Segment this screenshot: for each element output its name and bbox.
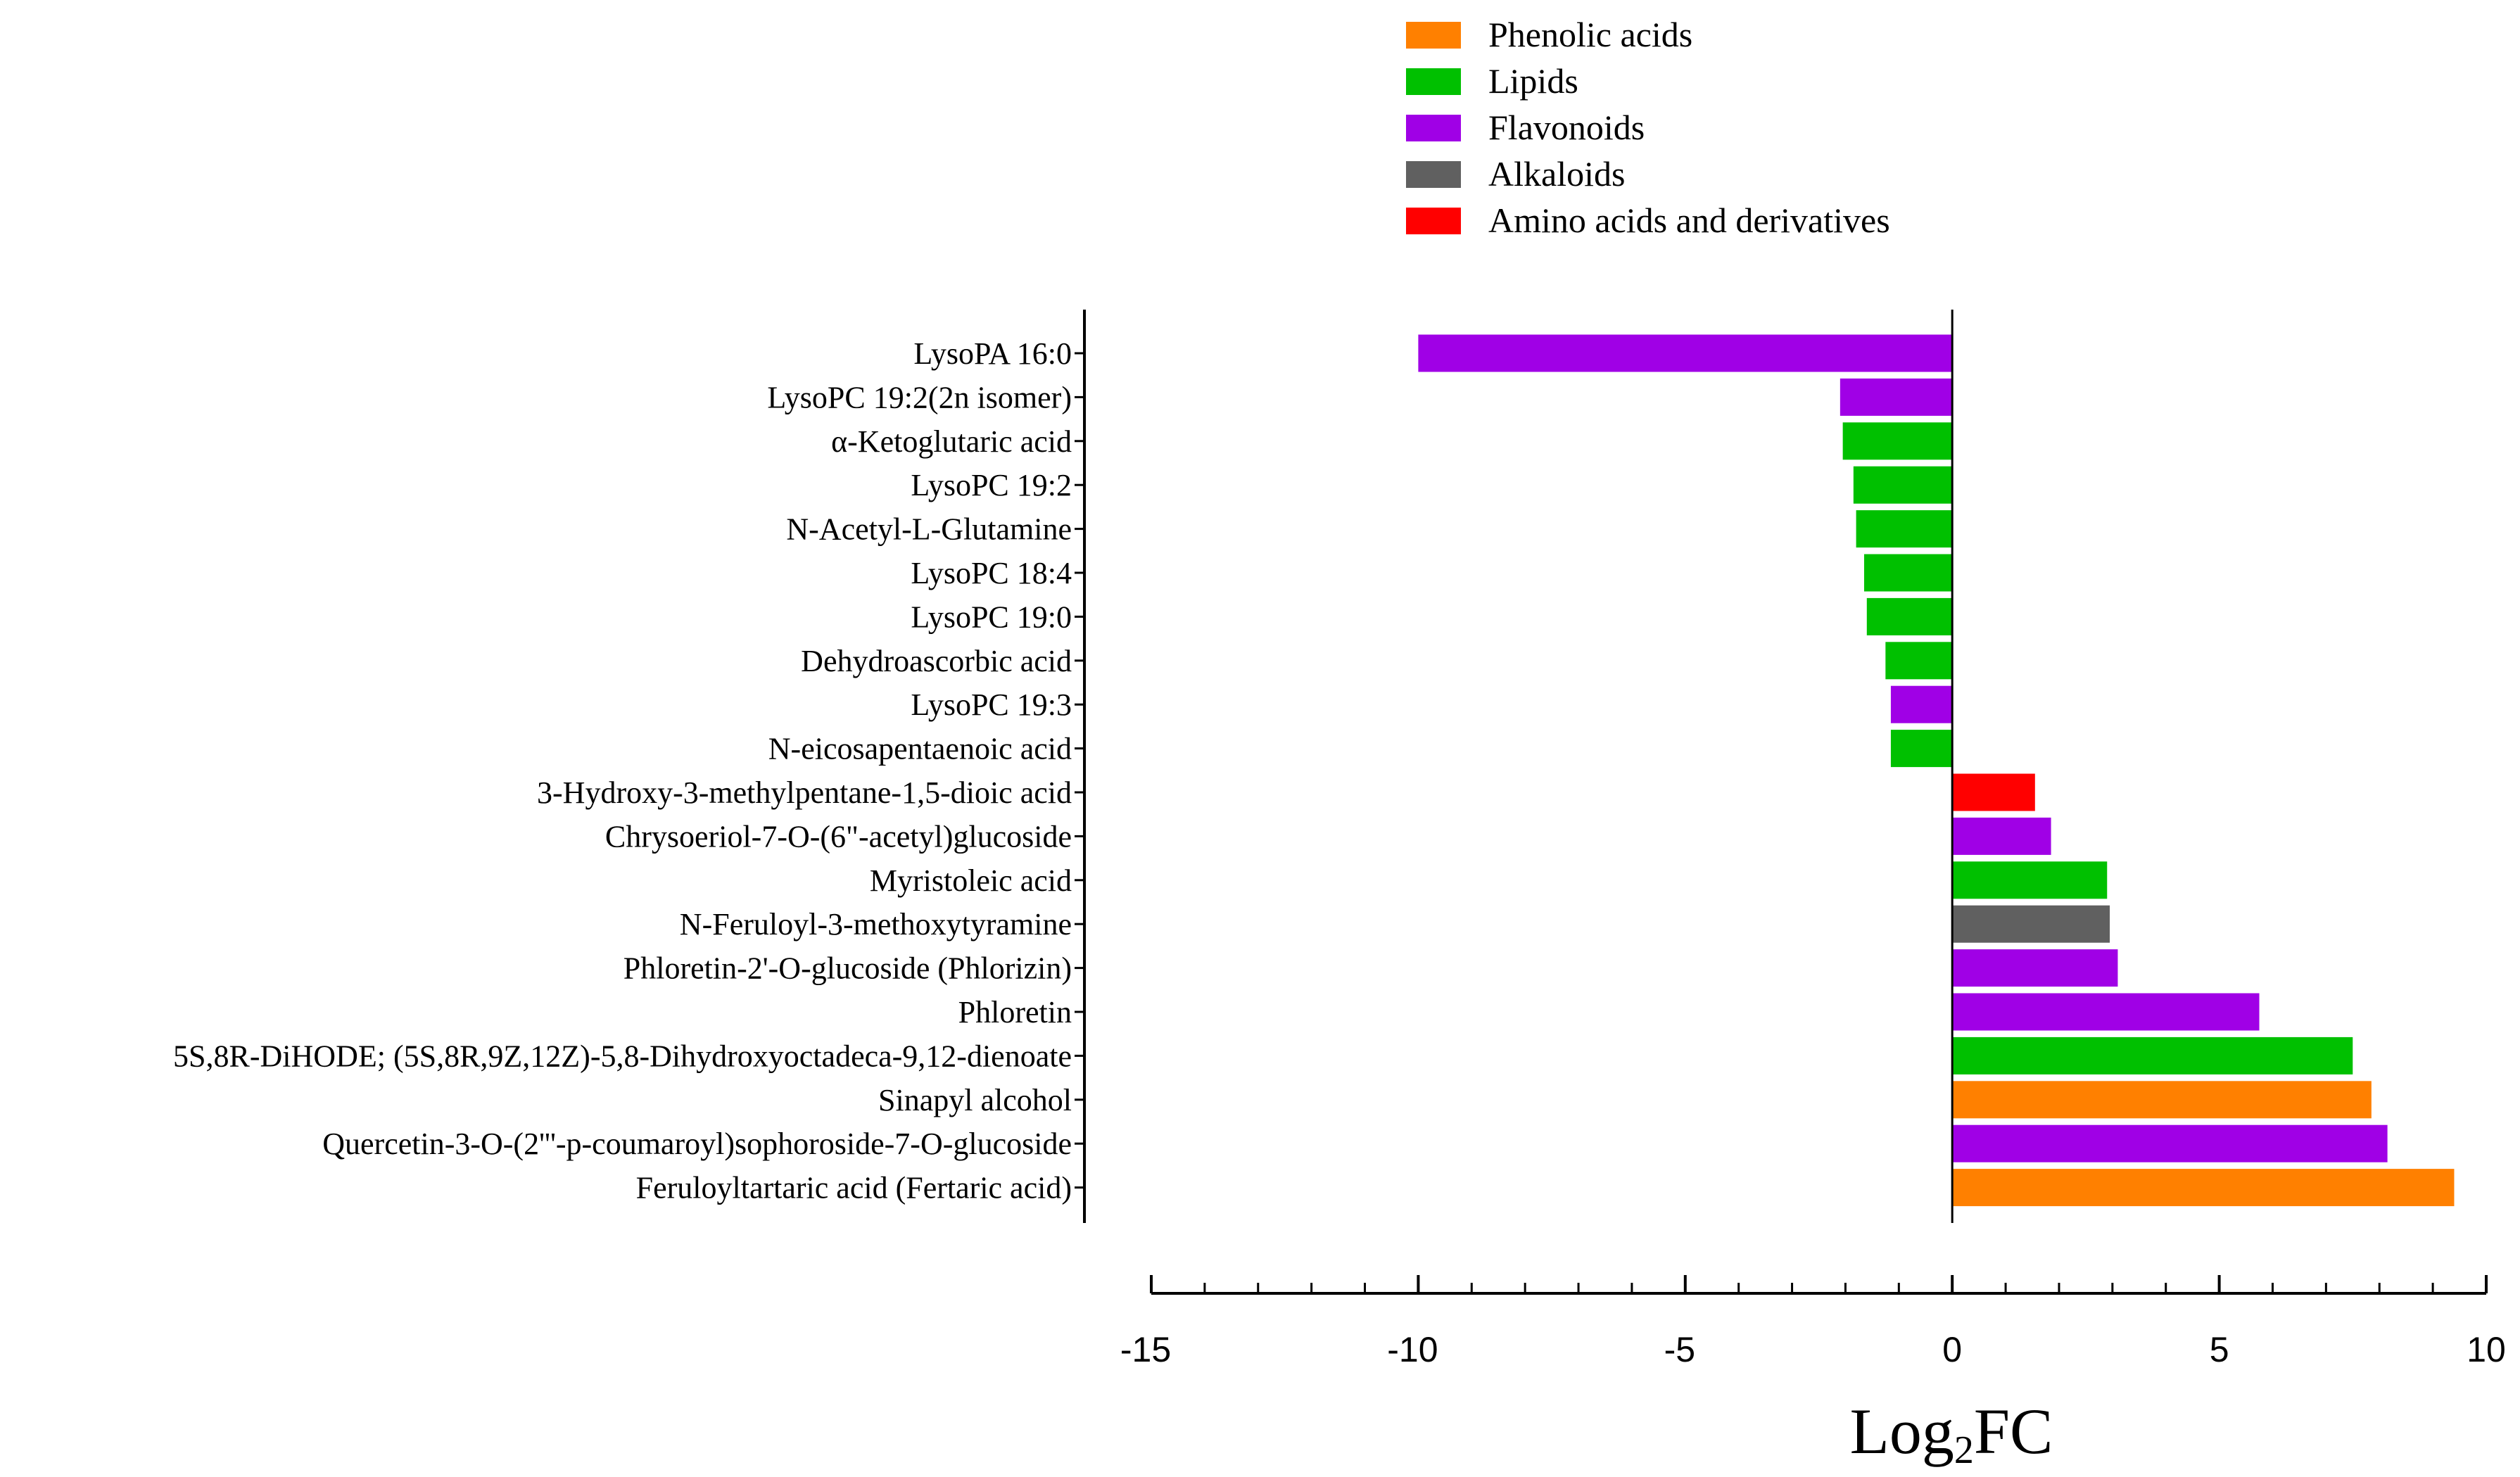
legend-swatch-lipids — [1406, 68, 1461, 95]
bars — [1418, 334, 2455, 1207]
bar-12 — [1952, 817, 2051, 855]
bar-10 — [1890, 730, 1953, 768]
legend: Phenolic acids Lipids Flavonoids Alkaloids A… — [1406, 15, 1890, 240]
category-label-10: N-eicosapentaenoic acid — [768, 732, 1072, 766]
bar-7 — [1866, 597, 1953, 635]
bar-4 — [1853, 466, 1953, 504]
x-axis-label: Log2FC — [1850, 1395, 2053, 1472]
legend-swatch-flavonoids — [1406, 115, 1461, 141]
legend-swatch-alkaloids — [1406, 161, 1461, 188]
category-label-2: LysoPC 19:2(2n isomer) — [767, 380, 1072, 414]
category-label-7: LysoPC 19:0 — [911, 600, 1072, 634]
bar-13 — [1952, 861, 2108, 899]
bar-1 — [1418, 334, 1953, 372]
category-label-6: LysoPC 18:4 — [911, 556, 1072, 590]
x-tick-label: -15 — [1120, 1330, 1171, 1369]
x-tick-label: -10 — [1387, 1330, 1438, 1369]
category-label-11: 3-Hydroxy-3-methylpentane-1,5-dioic acid — [537, 775, 1072, 810]
category-label-9: LysoPC 19:3 — [911, 687, 1072, 722]
bar-11 — [1952, 773, 2035, 811]
category-label-1: LysoPA 16:0 — [913, 336, 1072, 371]
bar-9 — [1890, 685, 1953, 723]
bar-19 — [1952, 1124, 2388, 1162]
category-label-20: Feruloyltartaric acid (Fertaric acid) — [636, 1171, 1072, 1205]
category-label-3: α-Ketoglutaric acid — [831, 424, 1072, 459]
bar-20 — [1952, 1169, 2455, 1207]
legend-label-alkaloids: Alkaloids — [1488, 154, 1625, 194]
category-label-16: Phloretin — [958, 995, 1072, 1029]
bar-8 — [1885, 642, 1953, 680]
x-tick-label: 10 — [2467, 1330, 2506, 1369]
category-label-14: N-Feruloyl-3-methoxytyramine — [680, 907, 1072, 942]
legend-label-lipids: Lipids — [1488, 61, 1578, 101]
bar-17 — [1952, 1037, 2353, 1075]
bar-16 — [1952, 993, 2260, 1031]
legend-label-phenolic-acids: Phenolic acids — [1488, 15, 1692, 54]
category-label-13: Myristoleic acid — [870, 863, 1072, 898]
bar-15 — [1952, 949, 2118, 987]
bar-6 — [1863, 554, 1953, 592]
bar-18 — [1952, 1081, 2372, 1119]
category-label-18: Sinapyl alcohol — [878, 1083, 1072, 1117]
axes: -15 -10 -5 0 5 10 — [1075, 310, 2506, 1369]
category-label-5: N-Acetyl-L-Glutamine — [786, 512, 1072, 547]
x-tick-label: 0 — [1942, 1330, 1962, 1369]
bar-3 — [1842, 422, 1953, 460]
category-labels: LysoPA 16:0 LysoPC 19:2(2n isomer) α-Ketog… — [173, 336, 1072, 1205]
legend-label-amino-acids-and-derivatives: Amino acids and derivatives — [1488, 201, 1890, 240]
bar-14 — [1952, 905, 2110, 943]
x-tick-label: 5 — [2210, 1330, 2229, 1369]
bar-2 — [1840, 378, 1953, 416]
category-label-4: LysoPC 19:2 — [911, 468, 1072, 502]
legend-label-flavonoids: Flavonoids — [1488, 108, 1645, 147]
legend-swatch-phenolic-acids — [1406, 22, 1461, 49]
legend-swatch-amino-acids-and-derivatives — [1406, 208, 1461, 234]
category-label-12: Chrysoeriol-7-O-(6"-acetyl)glucoside — [605, 819, 1072, 854]
bar-5 — [1856, 510, 1953, 548]
category-label-15: Phloretin-2'-O-glucoside (Phlorizin) — [623, 951, 1072, 986]
category-label-8: Dehydroascorbic acid — [801, 644, 1072, 678]
category-label-17: 5S,8R-DiHODE; (5S,8R,9Z,12Z)-5,8-Dihydro… — [173, 1039, 1072, 1073]
x-tick-label: -5 — [1664, 1330, 1695, 1369]
category-label-19: Quercetin-3-O-(2'''-p-coumaroyl)sophoros… — [322, 1127, 1072, 1161]
